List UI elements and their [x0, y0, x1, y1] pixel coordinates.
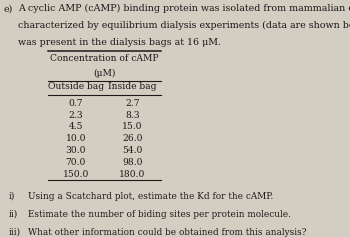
- Text: 30.0: 30.0: [65, 146, 86, 155]
- Text: 0.7: 0.7: [69, 99, 83, 108]
- Text: 10.0: 10.0: [65, 134, 86, 143]
- Text: 2.7: 2.7: [125, 99, 140, 108]
- Text: Inside bag: Inside bag: [108, 82, 156, 91]
- Text: iii): iii): [8, 228, 20, 237]
- Text: e): e): [3, 4, 13, 13]
- Text: 26.0: 26.0: [122, 134, 142, 143]
- Text: characterized by equilibrium dialysis experiments (data are shown below). This p: characterized by equilibrium dialysis ex…: [18, 21, 350, 30]
- Text: Using a Scatchard plot, estimate the Kd for the cAMP.: Using a Scatchard plot, estimate the Kd …: [28, 192, 273, 201]
- Text: Outside bag: Outside bag: [48, 82, 104, 91]
- Text: 70.0: 70.0: [66, 158, 86, 167]
- Text: (μM): (μM): [93, 69, 115, 78]
- Text: Concentration of cAMP: Concentration of cAMP: [50, 54, 158, 63]
- Text: 15.0: 15.0: [122, 123, 142, 132]
- Text: 98.0: 98.0: [122, 158, 142, 167]
- Text: What other information could be obtained from this analysis?: What other information could be obtained…: [28, 228, 307, 237]
- Text: 180.0: 180.0: [119, 170, 146, 178]
- Text: A cyclic AMP (cAMP) binding protein was isolated from mammalian cells and: A cyclic AMP (cAMP) binding protein was …: [18, 4, 350, 13]
- Text: Estimate the number of biding sites per protein molecule.: Estimate the number of biding sites per …: [28, 210, 291, 219]
- Text: ii): ii): [8, 210, 18, 219]
- Text: 150.0: 150.0: [63, 170, 89, 178]
- Text: i): i): [8, 192, 15, 201]
- Text: 4.5: 4.5: [69, 123, 83, 132]
- Text: 2.3: 2.3: [69, 111, 83, 120]
- Text: was present in the dialysis bags at 16 μM.: was present in the dialysis bags at 16 μ…: [18, 38, 220, 47]
- Text: 8.3: 8.3: [125, 111, 140, 120]
- Text: 54.0: 54.0: [122, 146, 142, 155]
